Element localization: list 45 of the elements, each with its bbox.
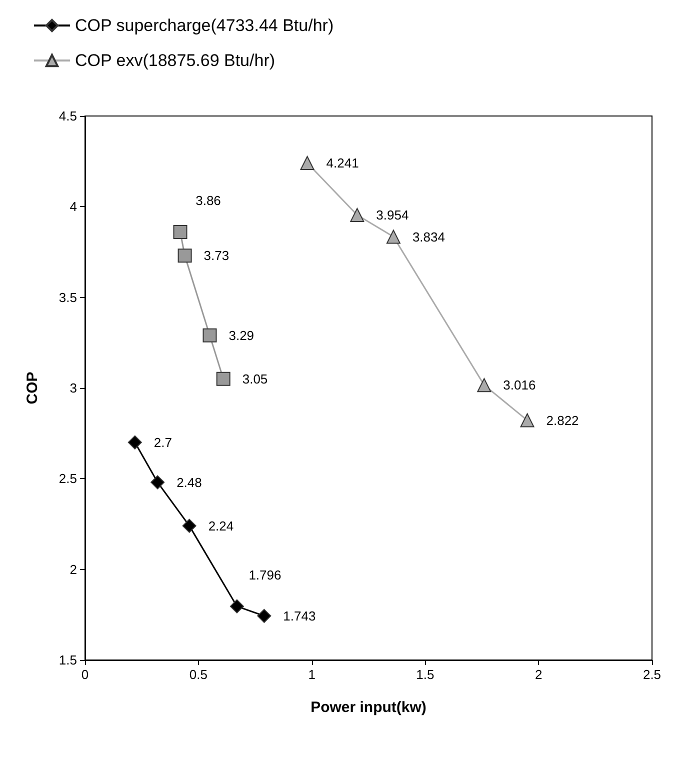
data-label: 3.954 [376, 208, 409, 223]
data-label: 4.241 [326, 155, 359, 170]
data-label: 2.48 [176, 474, 202, 490]
data-label: 1.796 [248, 567, 282, 582]
point [182, 518, 196, 533]
x-axis-title: Power input(kw) [310, 699, 426, 716]
point [216, 372, 230, 386]
point [178, 248, 192, 263]
legend-label: COP exv(18875.69 Btu/hr) [75, 51, 276, 70]
point [386, 230, 400, 244]
x-tick-label: 0 [81, 667, 89, 682]
y-tick-label: 4 [70, 199, 77, 214]
x-tick-label: 2 [534, 667, 542, 682]
data-label: 2.822 [546, 412, 579, 428]
data-label: 3.73 [204, 248, 230, 264]
y-tick-label: 3 [70, 380, 77, 396]
point [202, 328, 217, 342]
x-tick-label: 0.5 [189, 667, 208, 682]
point [128, 435, 142, 450]
x-tick-label: 2.5 [642, 667, 662, 682]
point [300, 156, 314, 170]
legend-label: COP supercharge(4733.44 Btu/hr) [75, 16, 334, 35]
y-tick-label: 2 [70, 562, 77, 577]
data-label: 2.24 [208, 518, 234, 534]
point [257, 608, 272, 623]
data-label: 3.05 [242, 371, 268, 386]
data-label: 1.743 [283, 608, 316, 624]
y-axis-title: COP [24, 372, 41, 404]
y-tick-label: 4.5 [58, 108, 77, 124]
data-label: 3.016 [503, 378, 536, 393]
point [150, 475, 165, 490]
point [173, 225, 188, 240]
x-tick-label: 1 [308, 667, 316, 682]
point [477, 378, 492, 392]
point [350, 208, 364, 222]
point [520, 413, 534, 428]
point [230, 599, 244, 614]
data-label: 2.7 [154, 434, 172, 450]
y-tick-label: 1.5 [58, 652, 77, 668]
data-label: 3.29 [228, 328, 254, 343]
data-label: 3.86 [196, 193, 221, 208]
x-tick-label: 1.5 [416, 667, 434, 682]
y-tick-label: 3.5 [58, 290, 77, 305]
y-tick-label: 2.5 [58, 471, 77, 486]
data-label: 3.834 [412, 229, 445, 244]
